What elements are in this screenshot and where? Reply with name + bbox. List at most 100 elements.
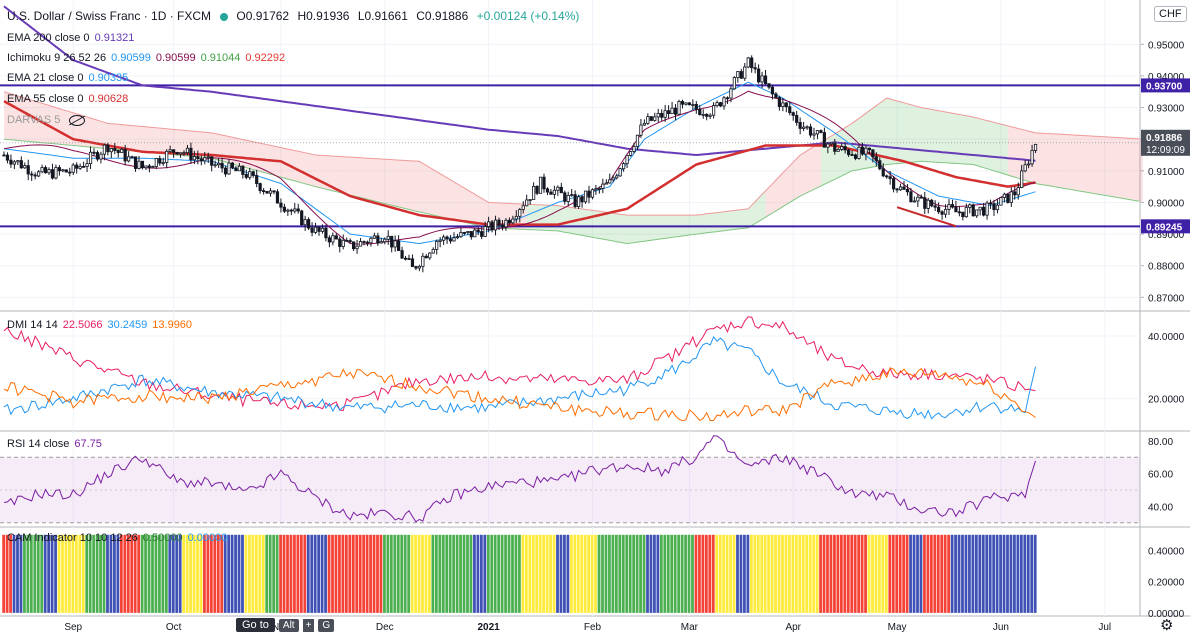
candle-body	[9, 159, 13, 165]
legend-darvas[interactable]: DARVAS 5	[7, 113, 90, 127]
symbol-title[interactable]: U.S. Dollar / Swiss Franc · 1D · FXCM	[7, 9, 212, 23]
candle-body	[739, 71, 743, 79]
candle-body	[71, 164, 75, 173]
candle-body	[237, 165, 241, 172]
ichimoku-cloud-segment	[762, 190, 766, 220]
ichimoku-cloud-segment	[28, 99, 32, 142]
cam-bar	[732, 534, 736, 613]
legend-ema55-value: 0.90628	[88, 93, 129, 105]
cam-bar	[549, 534, 552, 613]
cam-bar	[760, 534, 764, 613]
dmi-series-line	[3, 367, 1036, 422]
hidden-eye-icon[interactable]	[69, 114, 86, 126]
candle-body	[372, 235, 376, 239]
candle-body	[660, 112, 664, 118]
cam-bar	[784, 534, 788, 613]
ichimoku-cloud-segment	[955, 113, 960, 164]
candle-body	[798, 122, 802, 129]
cam-bar	[168, 534, 172, 613]
ichimoku-cloud-segment	[440, 173, 444, 218]
candle-body	[905, 188, 910, 193]
cam-bar	[209, 534, 213, 613]
candle-body	[78, 165, 82, 169]
ichimoku-cloud-segment	[578, 208, 583, 236]
candle-body	[954, 206, 958, 213]
cam-bar	[192, 534, 196, 613]
candle-body	[1020, 170, 1024, 189]
ichimoku-cloud-segment	[703, 213, 707, 234]
cam-bar	[819, 534, 822, 613]
cam-bar	[514, 534, 518, 613]
candle-body	[518, 209, 522, 217]
cam-bar	[608, 534, 611, 613]
ichimoku-cloud-segment	[329, 155, 333, 191]
cam-bar	[164, 534, 168, 613]
cam-bar	[324, 534, 327, 613]
candle-body	[982, 206, 986, 216]
cam-bar	[227, 534, 231, 613]
candle-body	[933, 205, 937, 208]
ichimoku-cloud-segment	[429, 167, 434, 216]
cam-bar	[9, 534, 12, 613]
cam-bar	[365, 534, 369, 613]
cam-bar	[310, 534, 314, 613]
cam-bar	[462, 534, 466, 613]
candle-body	[2, 154, 6, 157]
cam-bar	[455, 534, 459, 613]
ichimoku-cloud-segment	[415, 161, 420, 212]
candle-body	[296, 208, 300, 212]
ichimoku-cloud-segment	[312, 154, 316, 187]
candle-body	[988, 202, 993, 205]
currency-badge[interactable]: CHF	[1154, 6, 1187, 22]
candle-body	[476, 229, 480, 232]
key-g: G	[318, 618, 335, 632]
candle-body	[635, 134, 640, 147]
cam-bar	[490, 534, 494, 613]
ichimoku-cloud-segment	[640, 215, 645, 242]
ichimoku-cloud-segment	[121, 124, 126, 151]
legend-ema55[interactable]: EMA 55 close 0 0.90628	[7, 92, 133, 106]
cam-bar	[348, 534, 352, 613]
cam-bar	[684, 534, 687, 613]
cam-bar	[372, 534, 376, 613]
goto-button[interactable]: Go to	[236, 618, 275, 632]
cam-bar	[556, 534, 559, 613]
legend-ichimoku[interactable]: Ichimoku 9 26 52 26 0.90599 0.90599 0.91044…	[7, 51, 290, 65]
cam-bar	[756, 534, 760, 613]
settings-gear-icon[interactable]: ⚙	[1160, 617, 1174, 634]
legend-dmi[interactable]: DMI 14 14 22.5066 30.2459 13.9960	[7, 318, 197, 332]
cam-bar	[483, 534, 487, 613]
cam-bar	[725, 534, 729, 613]
cam-bar	[836, 534, 840, 613]
legend-cam[interactable]: CAM Indicator 10 10 12 26 0.50000 0.00000	[7, 531, 232, 545]
cam-bar	[331, 534, 334, 613]
legend-ema200[interactable]: EMA 200 close 0 0.91321	[7, 31, 139, 45]
candle-body	[795, 115, 799, 123]
candle-body	[528, 199, 532, 201]
cam-bar	[1030, 534, 1034, 613]
y-tick-label: 0.94000	[1148, 72, 1185, 83]
ichimoku-cloud-segment	[111, 123, 115, 150]
cam-bar	[753, 534, 757, 613]
ichimoku-cloud-segment	[360, 157, 364, 199]
candle-body	[622, 163, 626, 170]
ichimoku-cloud-segment	[1135, 138, 1140, 202]
cam-bar	[241, 534, 244, 613]
cam-bar	[618, 534, 622, 613]
legend-rsi[interactable]: RSI 14 close 67.75	[7, 437, 107, 451]
candle-body	[639, 124, 643, 136]
cam-bar	[646, 534, 649, 613]
cam-bar	[974, 534, 978, 613]
legend-ema21[interactable]: EMA 21 close 0 0.90335	[7, 71, 133, 85]
ichimoku-cloud-segment	[900, 101, 904, 164]
cam-bar	[178, 534, 182, 613]
cam-bar	[393, 534, 397, 613]
ichimoku-cloud-segment	[218, 134, 223, 162]
candle-body	[1013, 191, 1017, 196]
cam-bar	[528, 534, 532, 613]
ichimoku-cloud-segment	[17, 95, 22, 141]
ichimoku-cloud-segment	[398, 160, 403, 208]
cam-bar	[251, 534, 255, 613]
candle-body	[262, 190, 266, 193]
